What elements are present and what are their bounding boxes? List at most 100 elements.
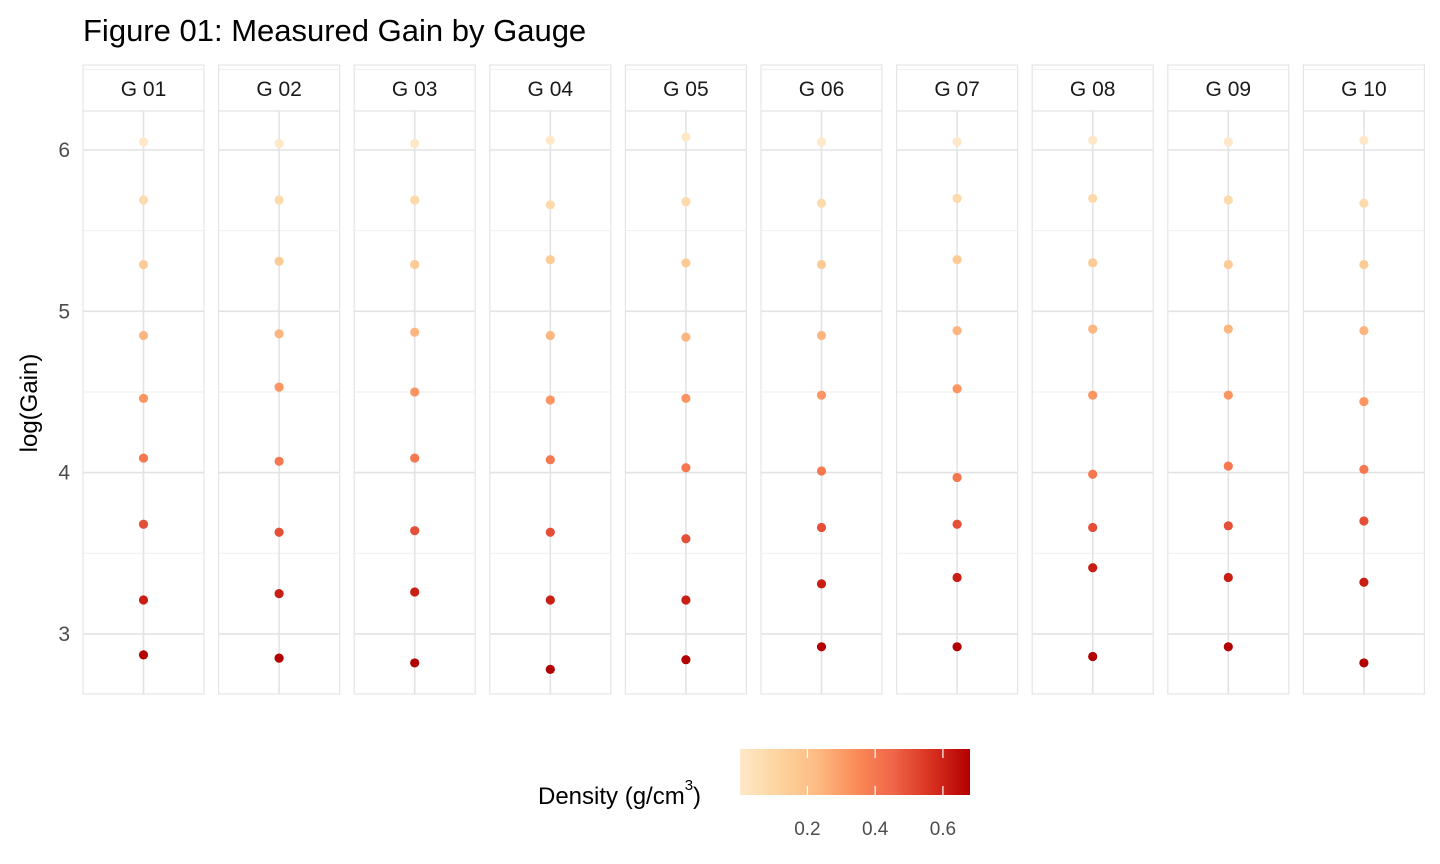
y-tick-label: 6 bbox=[58, 139, 70, 162]
data-point bbox=[816, 137, 827, 147]
legend-colorbar bbox=[740, 749, 970, 795]
data-point bbox=[1359, 198, 1369, 208]
data-point bbox=[545, 330, 555, 341]
facet-strip-label: G 07 bbox=[934, 78, 980, 101]
data-point bbox=[816, 330, 827, 341]
data-point bbox=[952, 642, 962, 652]
data-point bbox=[1223, 390, 1233, 400]
data-point bbox=[1223, 521, 1233, 531]
data-point bbox=[1359, 464, 1369, 474]
facet-panel-6: G 06 bbox=[760, 64, 883, 695]
data-point bbox=[274, 588, 284, 599]
data-point bbox=[952, 137, 962, 147]
data-point bbox=[816, 466, 827, 476]
data-point bbox=[681, 534, 691, 544]
y-tick-label: 4 bbox=[58, 462, 70, 485]
facet-panel-9: G 09 bbox=[1167, 64, 1290, 695]
facet-strip-label: G 05 bbox=[663, 78, 709, 101]
legend-tick-label: 0.4 bbox=[862, 819, 889, 840]
data-point bbox=[410, 526, 420, 536]
data-point bbox=[410, 587, 420, 597]
data-point bbox=[274, 527, 284, 537]
data-point bbox=[952, 572, 962, 583]
data-point bbox=[816, 522, 827, 533]
data-point bbox=[1223, 572, 1233, 583]
data-point bbox=[410, 138, 420, 149]
data-point bbox=[1088, 135, 1098, 145]
data-point bbox=[681, 332, 691, 342]
chart-title: Figure 01: Measured Gain by Gauge bbox=[83, 13, 586, 48]
facet-strip-label: G 06 bbox=[799, 78, 845, 101]
data-point bbox=[274, 256, 284, 266]
data-point bbox=[545, 200, 555, 210]
facet-strip-label: G 04 bbox=[528, 78, 574, 101]
facet-strip-label: G 10 bbox=[1341, 78, 1387, 101]
data-point bbox=[816, 579, 827, 589]
data-point bbox=[816, 198, 827, 208]
data-point bbox=[545, 527, 555, 537]
data-point bbox=[410, 658, 420, 668]
data-point bbox=[545, 255, 555, 265]
data-point bbox=[138, 453, 149, 463]
data-point bbox=[952, 193, 962, 203]
facet-strip-label: G 03 bbox=[392, 78, 438, 101]
data-point bbox=[681, 393, 691, 404]
data-point bbox=[545, 664, 555, 674]
facet-strip-label: G 08 bbox=[1070, 78, 1116, 101]
data-point bbox=[138, 137, 149, 147]
data-point bbox=[952, 326, 962, 336]
data-point bbox=[952, 519, 962, 529]
data-point bbox=[1223, 259, 1233, 270]
data-point bbox=[138, 650, 149, 660]
legend-tick-label: 0.6 bbox=[930, 819, 956, 840]
facet-strip-label: G 02 bbox=[256, 78, 302, 101]
data-point bbox=[545, 595, 555, 605]
data-point bbox=[1223, 642, 1233, 652]
data-point bbox=[1359, 577, 1369, 587]
data-point bbox=[274, 138, 284, 149]
data-point bbox=[681, 258, 691, 268]
data-point bbox=[274, 382, 284, 392]
data-point bbox=[816, 259, 827, 270]
data-point bbox=[952, 472, 962, 483]
data-point bbox=[138, 195, 149, 205]
facet-panel-3: G 03 bbox=[353, 64, 476, 695]
facet-strip-label: G 01 bbox=[121, 78, 167, 101]
legend-title-prefix: Density (g/cm bbox=[538, 783, 685, 810]
facet-panel-5: G 05 bbox=[624, 64, 748, 695]
legend-tick-label: 0.2 bbox=[794, 819, 820, 840]
data-point bbox=[138, 519, 149, 529]
data-point bbox=[1359, 397, 1369, 407]
data-point bbox=[138, 393, 149, 404]
data-point bbox=[410, 259, 420, 270]
data-point bbox=[1359, 516, 1369, 526]
facet-panel-2: G 02 bbox=[218, 64, 341, 695]
y-axis: 3 4 5 6 bbox=[58, 139, 70, 646]
data-point bbox=[1223, 137, 1233, 147]
data-point bbox=[138, 259, 149, 270]
data-point bbox=[138, 330, 149, 341]
data-point bbox=[681, 463, 691, 473]
legend-ticks: 0.2 0.4 0.6 bbox=[794, 749, 956, 840]
legend-title-suffix: ) bbox=[693, 783, 701, 810]
data-point bbox=[681, 197, 691, 207]
data-point bbox=[1359, 658, 1369, 668]
data-point bbox=[1088, 563, 1098, 573]
data-point bbox=[545, 395, 555, 405]
data-point bbox=[410, 387, 420, 397]
legend-title-superscript: 3 bbox=[685, 777, 693, 794]
data-point bbox=[410, 195, 420, 205]
legend-title: Density (g/cm3) bbox=[538, 777, 701, 810]
data-point bbox=[545, 135, 555, 145]
y-tick-label: 5 bbox=[58, 300, 70, 323]
facet-panel-8: G 08 bbox=[1031, 64, 1154, 695]
data-point bbox=[1088, 193, 1098, 203]
facet-panel-7: G 07 bbox=[895, 64, 1019, 695]
facet-panel-10: G 10 bbox=[1302, 64, 1426, 695]
facet-strip-label: G 09 bbox=[1206, 78, 1252, 101]
data-point bbox=[1088, 324, 1098, 334]
data-point bbox=[545, 455, 555, 465]
data-point bbox=[274, 653, 284, 663]
data-point bbox=[952, 384, 962, 394]
